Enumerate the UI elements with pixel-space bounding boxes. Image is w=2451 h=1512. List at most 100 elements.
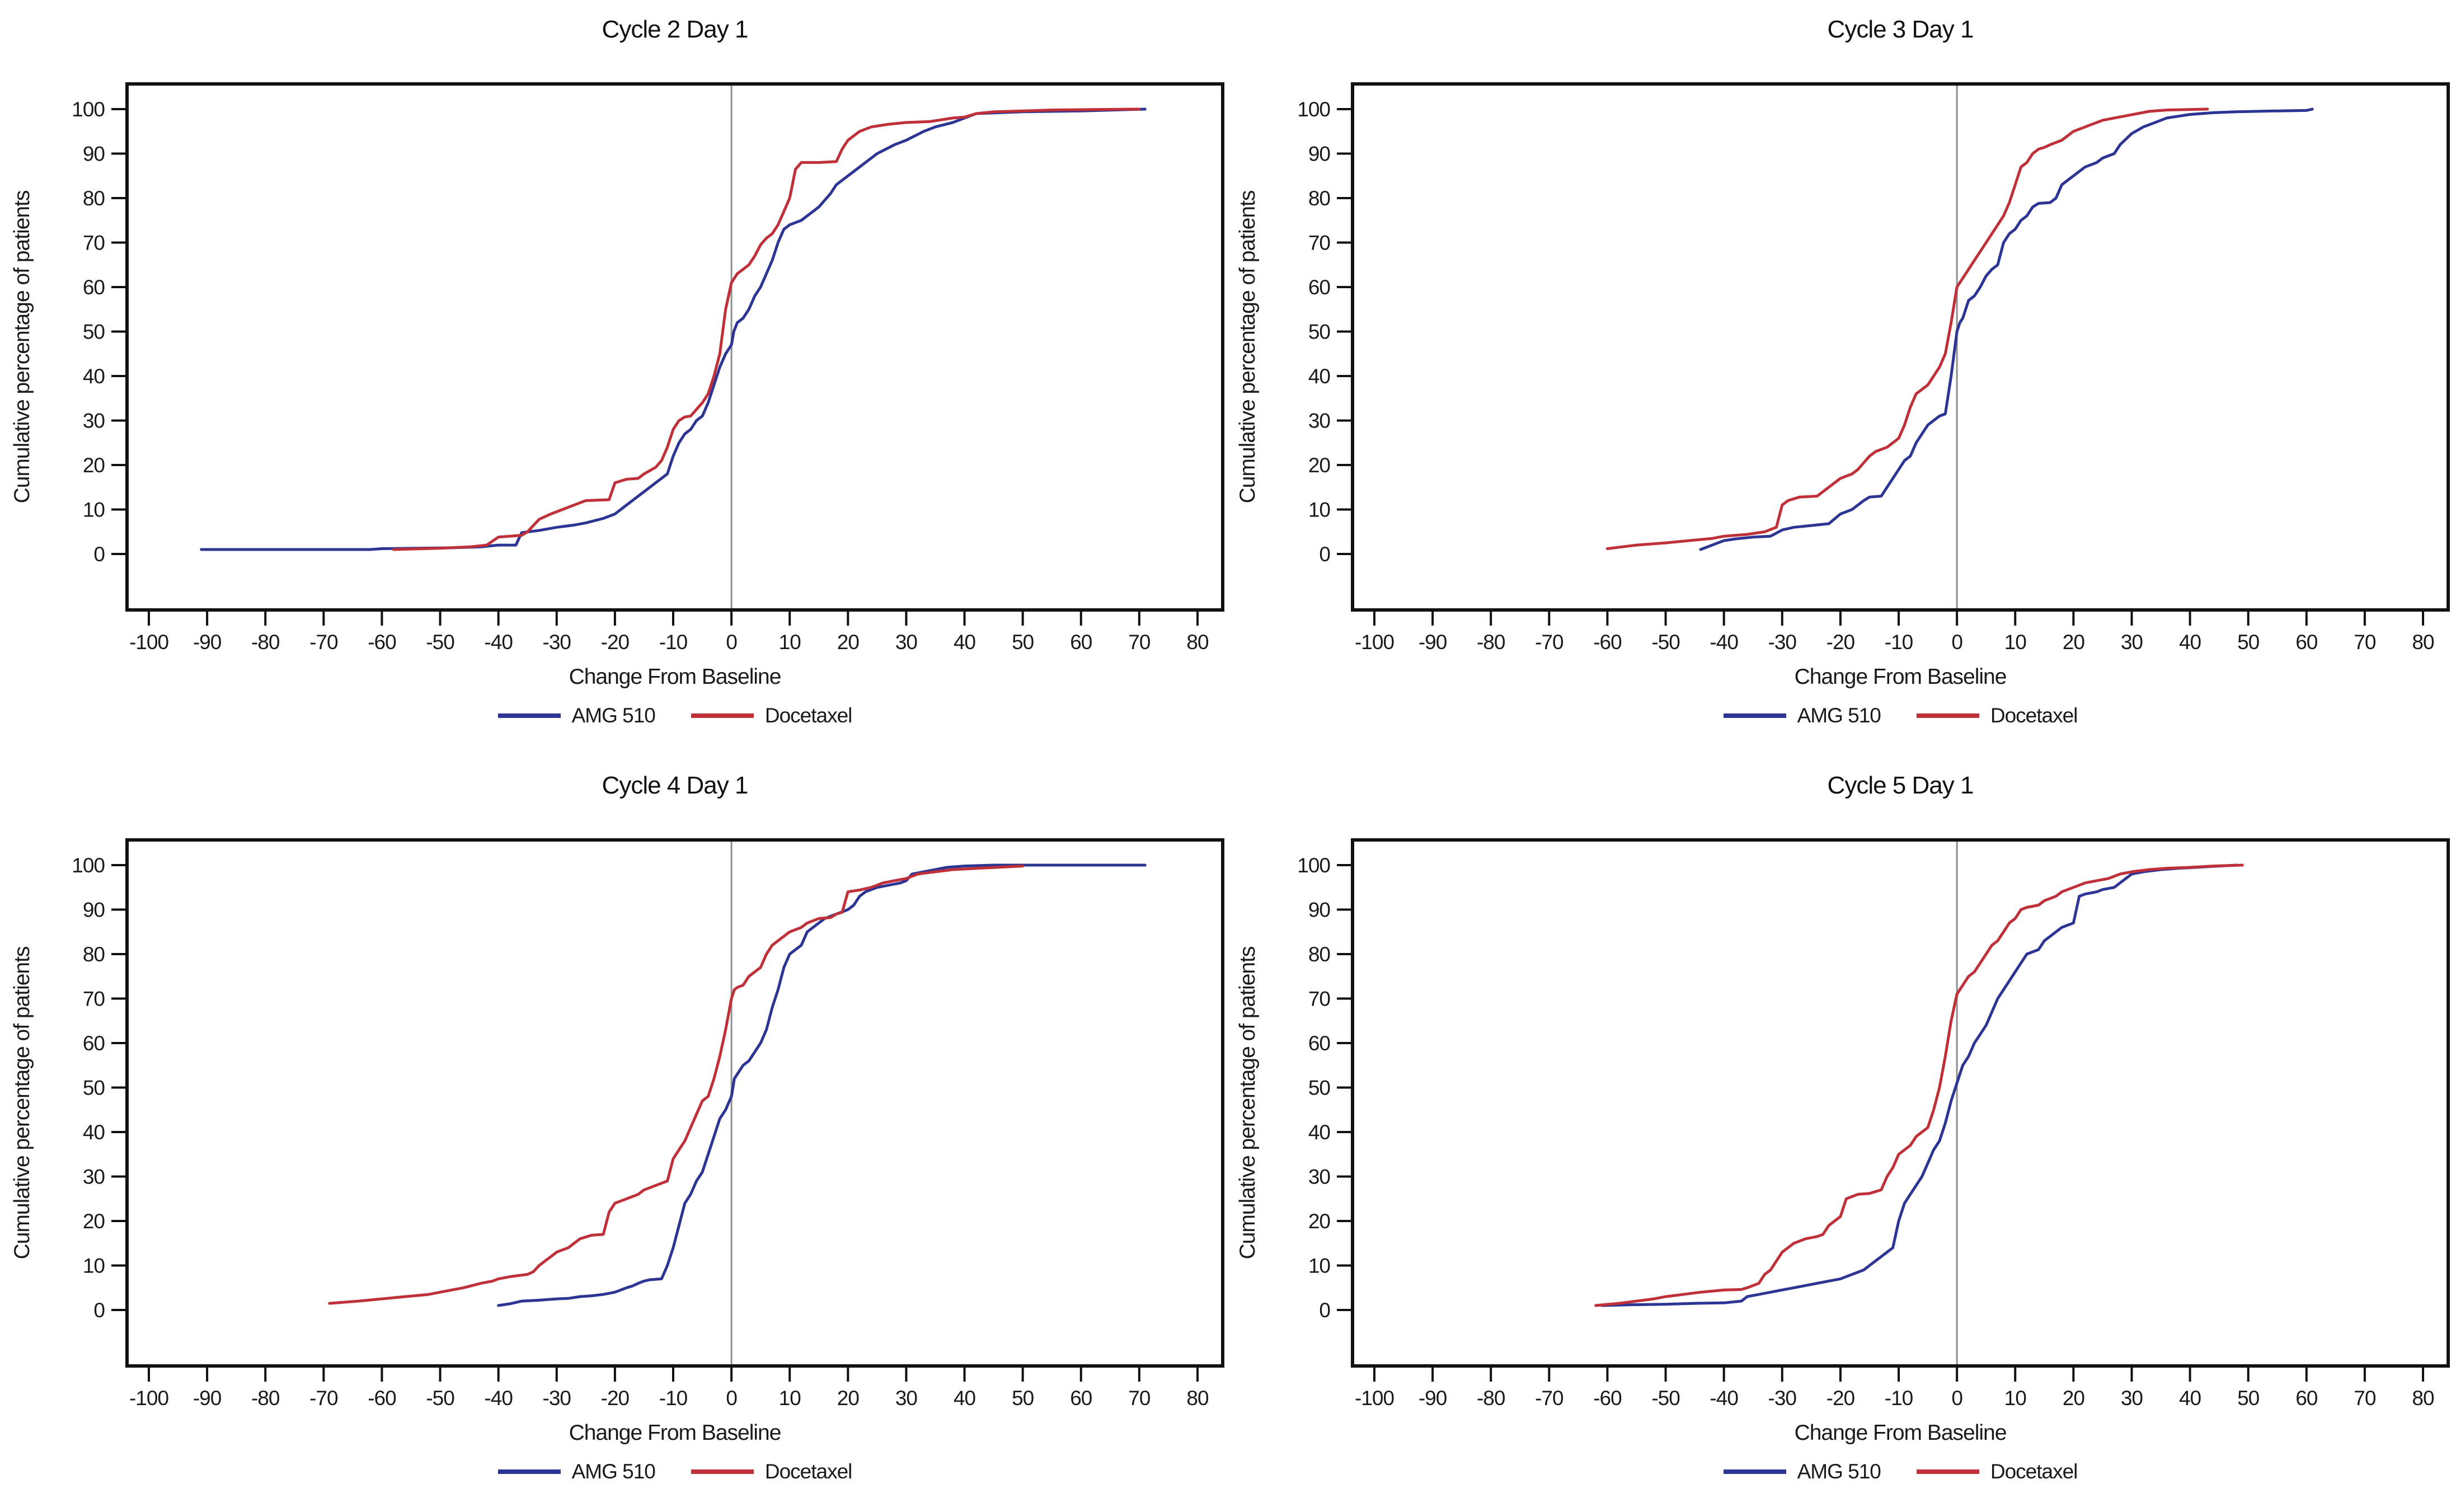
- x-tick-label: 10: [779, 1387, 801, 1410]
- docetaxel-legend-line-icon: [691, 713, 754, 718]
- series-line-docetaxel: [1605, 107, 2209, 550]
- y-tick-label: 10: [83, 499, 105, 522]
- x-tick-label: 50: [1012, 631, 1034, 654]
- plot-svg: -100 -90 -80 -70 -60 -50 -40 -30 -20 -10 0 10 20 30 40…: [72, 82, 1224, 654]
- y-tick-label: 50: [1308, 321, 1331, 344]
- amg510-legend-label: AMG 510: [571, 704, 656, 727]
- x-tick-label: -30: [1768, 631, 1797, 654]
- plot-svg: -100 -90 -80 -70 -60 -50 -40 -30 -20 -10 0 10 20 30 40…: [1297, 82, 2450, 654]
- y-tick-label: 80: [1308, 943, 1331, 966]
- x-tick-label: -70: [309, 1387, 338, 1410]
- x-tick-label: 80: [2412, 1387, 2434, 1410]
- x-tick-label: 70: [1128, 631, 1151, 654]
- x-tick-label: -100: [1355, 1387, 1394, 1410]
- x-tick-label: 50: [1012, 1387, 1034, 1410]
- amg510-legend-label: AMG 510: [571, 1460, 656, 1483]
- y-axis-label: Cumulative percentage of patients: [10, 946, 34, 1260]
- y-tick-label: 70: [1308, 232, 1331, 255]
- x-tick-label: -70: [1535, 631, 1563, 654]
- y-tick-label: 40: [1308, 365, 1331, 388]
- x-tick-label: -50: [426, 631, 454, 654]
- x-tick-label: -80: [251, 631, 280, 654]
- x-tick-label: 80: [1186, 631, 1209, 654]
- chart-title: Cycle 4 Day 1: [602, 772, 749, 799]
- series-line-amg-510: [1600, 863, 2238, 1307]
- docetaxel-legend-label: Docetaxel: [1990, 704, 2078, 727]
- y-tick-label: 10: [1308, 499, 1331, 522]
- y-tick-label: 20: [1308, 454, 1331, 477]
- x-tick-label: -10: [1885, 1387, 1913, 1410]
- x-tick-label: -10: [659, 1387, 688, 1410]
- x-tick-label: 40: [2179, 1387, 2201, 1410]
- chart-panel-cycle-4-day-1: Cycle 4 Day 1 -100 -90 -80 -70 -60 -50 -40 -30-…: [0, 756, 1226, 1512]
- chart-title: Cycle 2 Day 1: [602, 16, 749, 43]
- y-tick-label: 100: [72, 854, 105, 877]
- y-tick-label: 100: [1297, 854, 1330, 877]
- y-tick-label: 50: [83, 321, 105, 344]
- y-tick-label: 0: [93, 543, 105, 566]
- y-tick-label: 90: [83, 143, 105, 166]
- legend: AMG 510 Docetaxel: [127, 704, 1223, 727]
- y-tick-label: 20: [1308, 1210, 1331, 1233]
- x-tick-label: -90: [1419, 1387, 1447, 1410]
- x-tick-label: 40: [954, 631, 976, 654]
- x-tick-label: -90: [1419, 631, 1447, 654]
- x-tick-label: -30: [1768, 1387, 1797, 1410]
- x-tick-label: -50: [1651, 1387, 1680, 1410]
- y-tick-label: 100: [1297, 98, 1330, 121]
- y-tick-label: 70: [83, 232, 105, 255]
- y-tick-label: 90: [83, 899, 105, 922]
- plot-frame: [125, 82, 1224, 612]
- x-tick-label: 50: [2237, 631, 2260, 654]
- x-tick-label: -10: [659, 631, 688, 654]
- y-axis-label: Cumulative percentage of patients: [1236, 946, 1260, 1260]
- x-tick-label: -90: [193, 1387, 222, 1410]
- y-axis-label: Cumulative percentage of patients: [1236, 190, 1260, 504]
- chart-panel-cycle-5-day-1: Cycle 5 Day 1 -100 -90 -80 -70 -60 -50 -40 -30-…: [1226, 756, 2451, 1512]
- y-tick-label: 60: [83, 276, 105, 299]
- plot-frame: [1351, 82, 2450, 612]
- legend: AMG 510 Docetaxel: [1353, 1460, 2448, 1483]
- x-tick-label: 60: [1070, 1387, 1092, 1410]
- series-line-amg-510: [1699, 107, 2314, 551]
- docetaxel-legend-label: Docetaxel: [1990, 1460, 2078, 1483]
- x-tick-label: -20: [1826, 631, 1855, 654]
- amg510-legend-line-icon: [1723, 1469, 1786, 1474]
- x-axis-label: Change From Baseline: [569, 665, 782, 689]
- x-tick-label: -50: [1651, 631, 1680, 654]
- amg510-legend-label: AMG 510: [1797, 704, 1881, 727]
- x-tick-label: 20: [2063, 631, 2085, 654]
- y-tick-label: 50: [1308, 1077, 1331, 1100]
- y-tick-label: 10: [1308, 1255, 1331, 1278]
- x-tick-label: -100: [1355, 631, 1394, 654]
- docetaxel-legend-line-icon: [1916, 1469, 1979, 1474]
- docetaxel-legend-line-icon: [1916, 713, 1979, 718]
- y-tick-label: 80: [1308, 187, 1331, 210]
- x-tick-label: 60: [2295, 631, 2318, 654]
- x-tick-label: -60: [1593, 1387, 1622, 1410]
- x-tick-label: -90: [193, 631, 222, 654]
- x-tick-label: 0: [726, 631, 737, 654]
- chart-title: Cycle 5 Day 1: [1827, 772, 1974, 799]
- y-axis-label: Cumulative percentage of patients: [10, 190, 34, 504]
- y-tick-label: 0: [1319, 543, 1330, 566]
- series-line-docetaxel: [328, 865, 1025, 1305]
- chart-panel-cycle-2-day-1: Cycle 2 Day 1 -100 -90 -80 -70 -60 -50 -40 -30-…: [0, 0, 1226, 756]
- y-tick-label: 60: [83, 1032, 105, 1055]
- docetaxel-legend-line-icon: [691, 1469, 754, 1474]
- x-tick-label: 70: [2354, 1387, 2376, 1410]
- y-tick-label: 90: [1308, 143, 1331, 166]
- y-tick-label: 60: [1308, 1032, 1331, 1055]
- amg510-legend-line-icon: [497, 1469, 561, 1474]
- docetaxel-legend-label: Docetaxel: [764, 1460, 853, 1483]
- x-tick-label: -80: [251, 1387, 280, 1410]
- x-tick-label: 70: [1128, 1387, 1151, 1410]
- y-tick-label: 40: [83, 365, 105, 388]
- x-tick-label: -100: [129, 631, 168, 654]
- x-axis-label: Change From Baseline: [1794, 665, 2007, 689]
- x-tick-label: 0: [1951, 1387, 1962, 1410]
- plot-frame: [1351, 838, 2450, 1368]
- x-tick-label: 10: [2004, 1387, 2027, 1410]
- y-tick-label: 10: [83, 1255, 105, 1278]
- y-tick-label: 100: [72, 98, 105, 121]
